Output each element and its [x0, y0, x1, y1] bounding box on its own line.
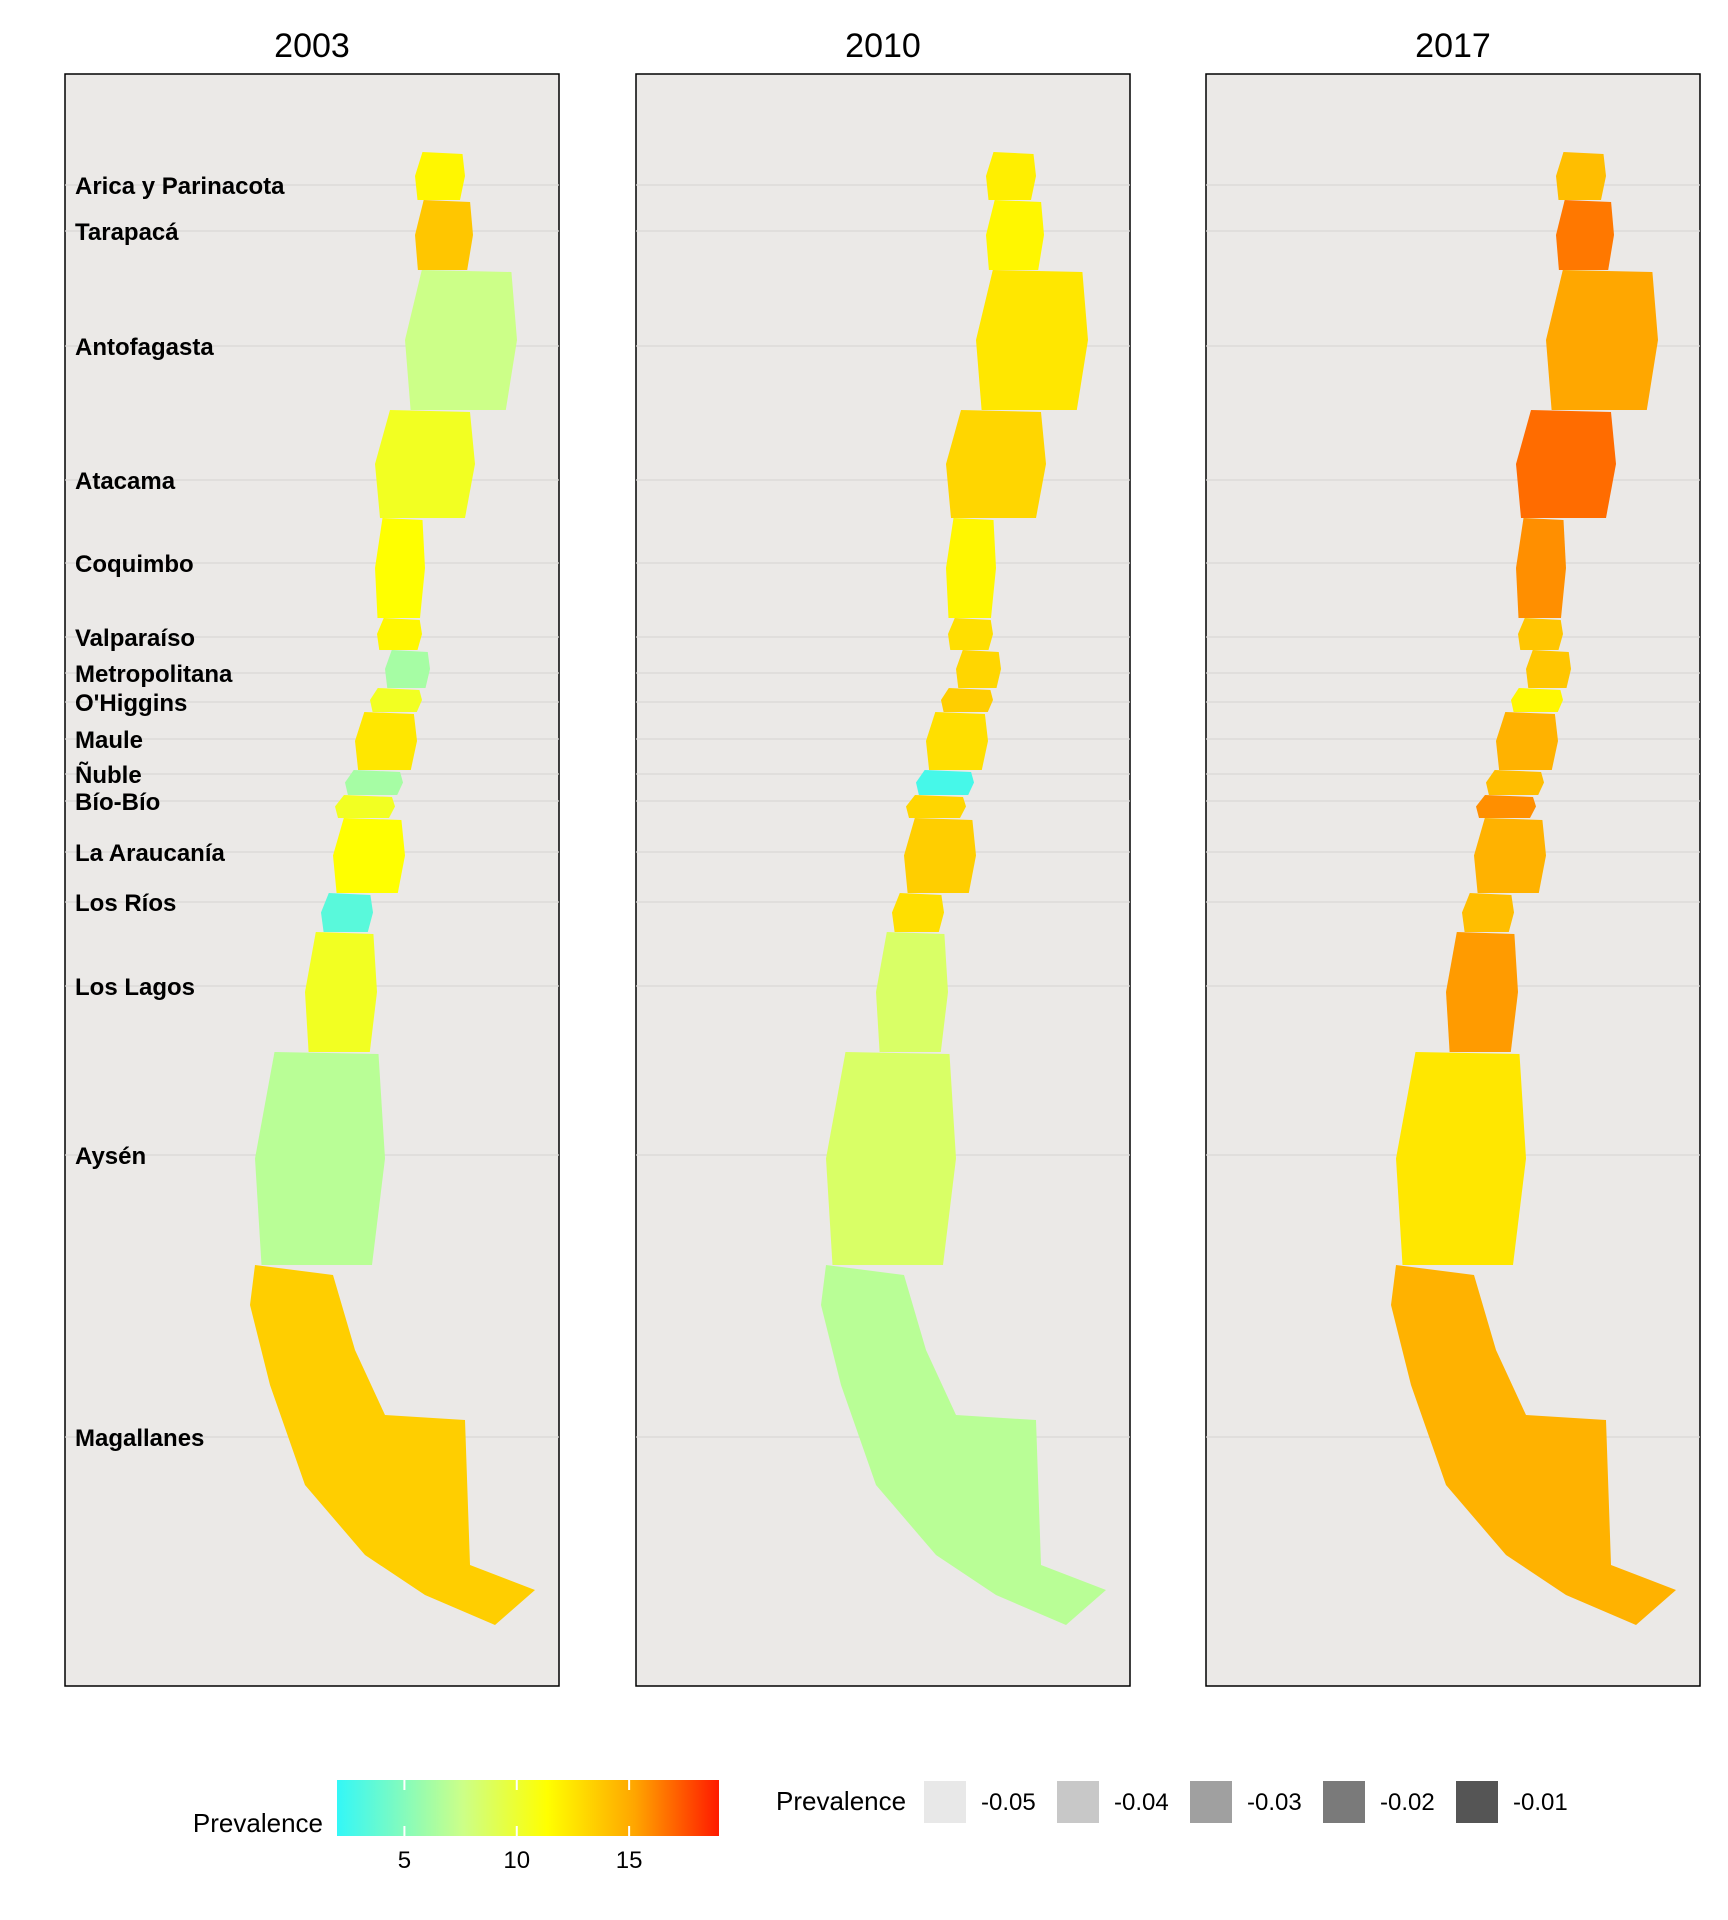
- region-o-higgins: [1511, 688, 1563, 712]
- region-los-rios: [321, 893, 373, 932]
- region-maule: [355, 712, 417, 770]
- region-o-higgins: [941, 688, 993, 712]
- region-label-metropolitana: Metropolitana: [75, 661, 233, 688]
- panel-2003: 2003 Arica y Parinacota Tarapacá Antofagast…: [64, 27, 560, 1687]
- missing-legend-swatch: [1057, 1781, 1099, 1823]
- panel-title: 2017: [1415, 27, 1491, 65]
- region-label-atacama: Atacama: [75, 468, 176, 495]
- region-los-rios: [1462, 893, 1514, 932]
- missing-legend-title: Prevalence: [776, 1786, 906, 1816]
- region-tarapaca: [415, 200, 473, 270]
- region-arica-y-parinacota: [1556, 152, 1606, 200]
- missing-legend-swatch: [1456, 1781, 1498, 1823]
- region-label-maule: Maule: [75, 727, 143, 754]
- region-bio-bio: [335, 795, 395, 818]
- region-o-higgins: [370, 688, 422, 712]
- region-los-lagos: [876, 932, 948, 1052]
- region-nuble: [345, 770, 403, 795]
- missing-legend-label: -0.03: [1247, 1789, 1302, 1816]
- colorbar-tick-label: 5: [398, 1847, 411, 1874]
- region-magallanes: [250, 1265, 535, 1625]
- region-label-valparaiso: Valparaíso: [75, 625, 195, 652]
- missing-legend-label: -0.01: [1513, 1789, 1568, 1816]
- region-coquimbo: [1516, 518, 1566, 618]
- region-label-aysen: Aysén: [75, 1143, 146, 1170]
- region-valparaiso: [377, 618, 422, 650]
- panel-title: 2010: [845, 27, 921, 65]
- region-label-bio-bio: Bío-Bío: [75, 789, 160, 816]
- region-nuble: [1486, 770, 1544, 795]
- region-label-nuble: Ñuble: [75, 761, 142, 789]
- region-maule: [926, 712, 988, 770]
- region-la-araucania: [904, 818, 976, 893]
- region-metropolitana: [1526, 650, 1571, 688]
- region-label-los-rios: Los Ríos: [75, 890, 176, 917]
- legend-layer: Prevalence 5 10 15 Prevalence -0.05 -0.04 -0.03…: [193, 1780, 1568, 1874]
- region-coquimbo: [946, 518, 996, 618]
- missing-legend-label: -0.02: [1380, 1789, 1435, 1816]
- region-antofagasta: [405, 270, 517, 410]
- region-label-o-higgins: O'Higgins: [75, 690, 187, 717]
- region-maule: [1496, 712, 1558, 770]
- region-valparaiso: [948, 618, 993, 650]
- region-antofagasta: [1546, 270, 1658, 410]
- region-nuble: [916, 770, 974, 795]
- region-atacama: [375, 410, 475, 518]
- colorbar-title: Prevalence: [193, 1808, 323, 1838]
- panel-title: 2003: [274, 27, 350, 65]
- region-label-la-araucania: La Araucanía: [75, 840, 225, 867]
- region-la-araucania: [333, 818, 405, 893]
- region-valparaiso: [1518, 618, 1563, 650]
- region-metropolitana: [385, 650, 430, 688]
- colorbar: [337, 1780, 719, 1836]
- region-antofagasta: [976, 270, 1088, 410]
- region-arica-y-parinacota: [986, 152, 1036, 200]
- region-label-coquimbo: Coquimbo: [75, 551, 194, 578]
- region-tarapaca: [986, 200, 1044, 270]
- region-aysen: [255, 1052, 385, 1265]
- region-atacama: [1516, 410, 1616, 518]
- missing-legend-swatch: [1323, 1781, 1365, 1823]
- region-label-tarapaca: Tarapacá: [75, 219, 179, 246]
- region-los-rios: [892, 893, 944, 932]
- region-label-arica-y-parinacota: Arica y Parinacota: [75, 173, 285, 200]
- region-aysen: [1396, 1052, 1526, 1265]
- colorbar-tick-label: 15: [616, 1847, 643, 1874]
- region-los-lagos: [305, 932, 377, 1052]
- region-metropolitana: [956, 650, 1001, 688]
- colorbar-tick-label: 10: [503, 1847, 530, 1874]
- region-label-antofagasta: Antofagasta: [75, 334, 214, 361]
- region-atacama: [946, 410, 1046, 518]
- panel-2010: 2010: [635, 27, 1131, 1687]
- region-bio-bio: [906, 795, 966, 818]
- region-label-magallanes: Magallanes: [75, 1425, 204, 1452]
- region-coquimbo: [375, 518, 425, 618]
- panel-2017: 2017: [1205, 27, 1701, 1687]
- missing-legend-label: -0.05: [981, 1789, 1036, 1816]
- region-arica-y-parinacota: [415, 152, 465, 200]
- region-label-los-lagos: Los Lagos: [75, 974, 195, 1001]
- region-bio-bio: [1476, 795, 1536, 818]
- region-magallanes: [821, 1265, 1106, 1625]
- region-magallanes: [1391, 1265, 1676, 1625]
- region-aysen: [826, 1052, 956, 1265]
- panels-layer: 2003 Arica y Parinacota Tarapacá Antofagast…: [64, 27, 1701, 1687]
- region-la-araucania: [1474, 818, 1546, 893]
- missing-legend-swatch: [924, 1781, 966, 1823]
- missing-legend-swatch: [1190, 1781, 1232, 1823]
- region-tarapaca: [1556, 200, 1614, 270]
- missing-legend-label: -0.04: [1114, 1789, 1169, 1816]
- region-los-lagos: [1446, 932, 1518, 1052]
